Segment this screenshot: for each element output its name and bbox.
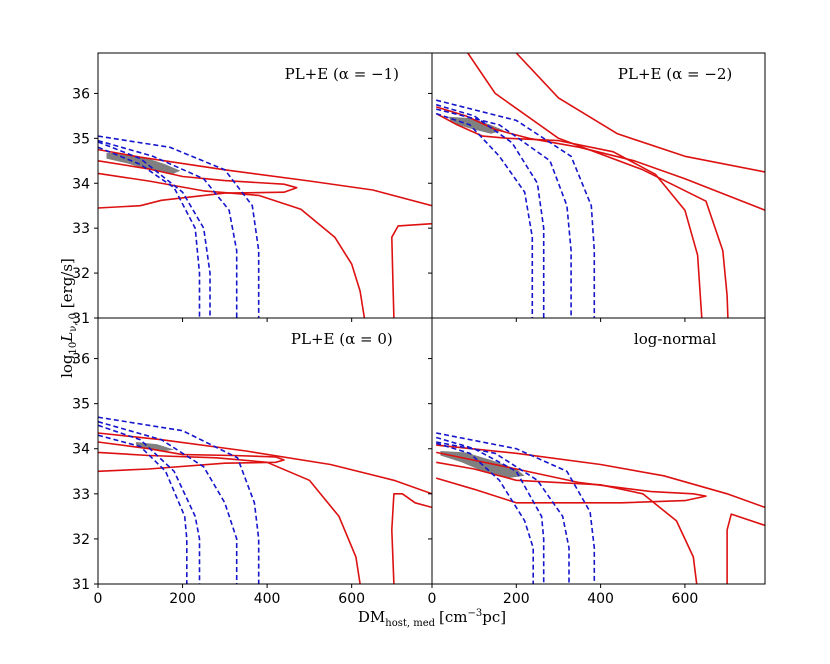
y-tick-label: 32 (72, 266, 90, 282)
red-contour-4 (726, 513, 765, 584)
panel-title: PL+E (α = 0) (291, 330, 393, 348)
red-contour-1 (436, 444, 765, 509)
y-tick-label: 35 (72, 397, 90, 413)
y-axis-label: log10Lν, 0 [erg/s] (58, 258, 79, 378)
blue-contour-1 (435, 103, 545, 318)
y-tick-label: 34 (72, 176, 90, 192)
panel-1: 31 32 33 34 35 36 PL+E (α = −1) (72, 52, 433, 327)
red-contour-3 (98, 172, 366, 318)
panels: 31 32 33 34 35 36 PL+E (α = −1) PL+E (α = −2) 0 2… (72, 52, 766, 607)
x-tick-label: 600 (672, 591, 699, 607)
x-tick-label: 400 (587, 591, 614, 607)
panel-frame (97, 317, 433, 585)
blue-contour-4 (98, 135, 260, 318)
blue-contour-1 (98, 424, 201, 584)
x-tick-label: 600 (338, 591, 365, 607)
blue-contour-4 (436, 432, 596, 584)
panel-plot-area (98, 416, 432, 584)
panel-plot-area (98, 135, 432, 318)
panel-frame (431, 52, 766, 319)
panel-3: 0 200 400 600 31 32 33 34 35 36 PL+E (α = 0) (72, 317, 433, 607)
red-contour-4 (390, 492, 432, 584)
red-contour-2 (98, 160, 298, 209)
blue-contour-3 (98, 420, 238, 584)
panel-title: log-normal (634, 330, 717, 348)
x-tick-label: 200 (169, 591, 196, 607)
blue-contour-3 (98, 139, 238, 318)
y-tick-label: 31 (72, 311, 90, 327)
x-tick-label: 0 (428, 591, 437, 607)
blue-contour-1 (435, 436, 545, 584)
y-tick-label: 33 (72, 221, 90, 237)
y-tick-label: 32 (72, 532, 90, 548)
panel-plot-area (435, 432, 765, 584)
x-tick-label: 200 (503, 591, 530, 607)
y-tick-label: 36 (72, 86, 90, 102)
red-contour-1 (98, 432, 432, 495)
x-tick-label: 0 (94, 591, 103, 607)
red-contour-3 (98, 451, 361, 584)
panel-4: 0 200 400 600 log-normal (428, 317, 766, 607)
red-contour-2 (98, 441, 285, 473)
x-axis-label: DMhost, med [cm−3pc] (358, 608, 506, 629)
panel-frame (97, 52, 433, 319)
blue-contour-2 (98, 146, 201, 318)
panel-2: PL+E (α = −2) (428, 52, 766, 322)
red-contour-1 (98, 148, 432, 207)
blue-contour-2 (435, 442, 535, 584)
blue-contour-1 (98, 141, 211, 318)
y-tick-label: 34 (72, 442, 90, 458)
panel-title: PL+E (α = −1) (285, 65, 399, 83)
blue-contour-2 (435, 112, 534, 318)
red-contour-3 (435, 112, 703, 318)
red-contour-4 (390, 222, 432, 318)
red-contour-2 (435, 106, 765, 211)
red-contour-2 (435, 451, 707, 504)
y-tick-label: 35 (72, 131, 90, 147)
red-contour-3 (436, 461, 698, 584)
credible-region (106, 152, 181, 175)
blue-contour-2 (98, 434, 188, 584)
y-tick-label: 36 (72, 352, 90, 368)
panel-frame (431, 317, 766, 585)
red-contour-1 (515, 53, 765, 173)
y-tick-label: 33 (72, 487, 90, 503)
y-tick-label: 31 (72, 577, 90, 593)
blue-contour-4 (436, 99, 596, 318)
panel-plot-area (435, 53, 765, 318)
red-contour-4 (467, 53, 729, 318)
blue-contour-4 (98, 416, 260, 584)
blue-contour-3 (436, 441, 570, 584)
panel-title: PL+E (α = −2) (618, 65, 732, 83)
x-tick-label: 400 (254, 591, 281, 607)
credible-region (448, 116, 504, 134)
